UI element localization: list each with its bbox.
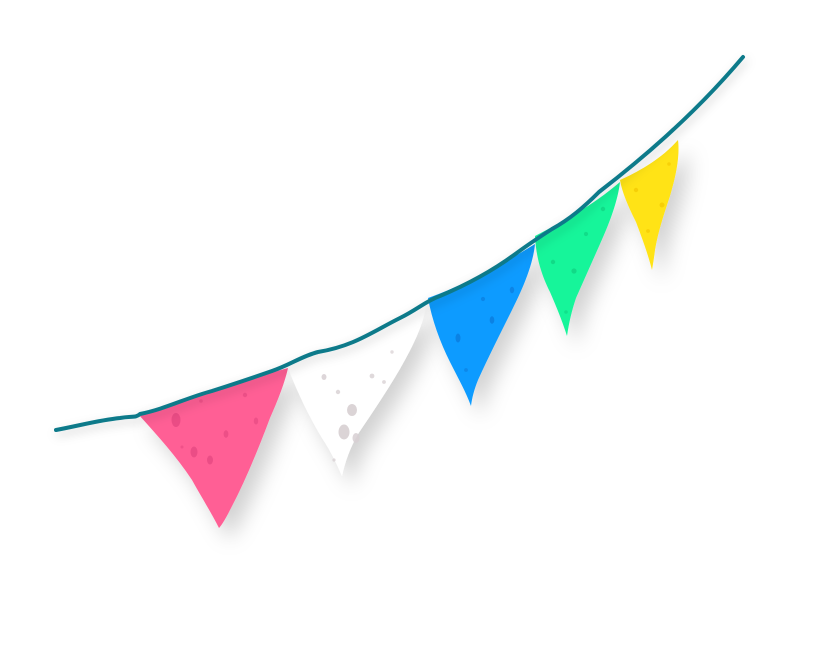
- yellow-splatter: [667, 162, 671, 166]
- pink-splatter: [253, 417, 259, 425]
- pennant-group: [138, 140, 679, 528]
- white-splatter: [382, 380, 386, 384]
- paint-splatters: [171, 162, 671, 465]
- green-pennant: [535, 182, 620, 336]
- pink-splatter: [199, 399, 203, 403]
- green-splatter: [564, 310, 568, 314]
- white-splatter: [335, 389, 341, 395]
- yellow-splatter: [633, 187, 639, 193]
- pink-pennant: [138, 368, 288, 528]
- white-splatter: [321, 374, 327, 380]
- yellow-splatter: [659, 202, 665, 208]
- blue-splatter: [509, 286, 515, 294]
- pink-splatter: [171, 413, 181, 427]
- green-splatter: [583, 231, 589, 237]
- white-splatter: [352, 433, 360, 443]
- white-pennant: [288, 306, 426, 476]
- blue-splatter: [480, 296, 486, 302]
- blue-pennant: [428, 244, 535, 406]
- yellow-pennant: [620, 140, 679, 270]
- pink-splatter: [180, 445, 184, 449]
- white-splatter: [332, 458, 336, 462]
- white-splatter: [347, 404, 357, 416]
- blue-splatter: [489, 316, 495, 324]
- white-splatter: [390, 350, 394, 354]
- bunting-string: [54, 55, 745, 432]
- green-splatter: [600, 206, 606, 212]
- pink-splatter: [223, 430, 229, 438]
- white-splatter: [369, 373, 375, 379]
- pink-splatter: [190, 446, 198, 458]
- white-splatter: [338, 424, 350, 440]
- green-splatter: [550, 259, 556, 265]
- blue-splatter: [464, 368, 468, 372]
- pink-splatter: [207, 455, 213, 465]
- pink-splatter: [242, 392, 248, 398]
- green-splatter: [571, 268, 577, 274]
- yellow-splatter: [646, 229, 650, 233]
- blue-splatter: [455, 333, 461, 343]
